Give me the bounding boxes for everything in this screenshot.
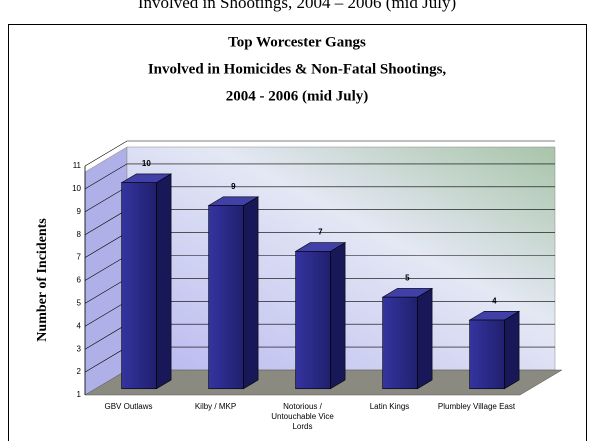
y-axis-label: Number of Incidents	[35, 218, 50, 342]
bar-side	[156, 173, 172, 390]
grid-line	[84, 140, 555, 167]
data-label: 9	[231, 182, 236, 191]
bar-side	[504, 310, 520, 390]
bar	[469, 319, 505, 390]
y-tick-label: 4	[77, 321, 82, 330]
x-tick-label: Plumbley Village East	[437, 402, 516, 411]
data-label: 10	[142, 159, 151, 168]
y-tick-label: 11	[73, 161, 82, 170]
bar	[121, 182, 157, 390]
y-tick-label: 3	[77, 344, 82, 353]
bar-side	[417, 287, 433, 390]
bar	[295, 251, 331, 390]
bar	[382, 296, 418, 390]
chart-title: Top Worcester Gangs	[228, 34, 366, 50]
left-wall	[84, 146, 128, 396]
chart-title: Involved in Homicides & Non-Fatal Shooti…	[148, 61, 447, 77]
x-tick-label: Notorious / Untouchable Vice Lords	[271, 402, 334, 431]
y-tick-label: 2	[77, 367, 82, 376]
data-label: 4	[492, 296, 497, 305]
x-tick-label: Latin Kings	[369, 402, 410, 411]
y-tick-label: 1	[77, 390, 82, 399]
chart-title: 2004 - 2006 (mid July)	[226, 88, 369, 104]
x-tick-label: Kilby / MKP	[194, 402, 237, 411]
bar-side	[243, 196, 259, 390]
grid-line	[84, 163, 555, 190]
data-label: 5	[405, 274, 410, 283]
y-tick-label: 10	[72, 184, 81, 193]
y-tick-label: 5	[77, 299, 82, 308]
x-tick-label: GBV Outlaws	[104, 402, 153, 411]
y-tick-label: 9	[77, 207, 82, 216]
y-tick-label: 8	[77, 230, 82, 239]
bar-side	[330, 242, 346, 390]
bar	[208, 205, 244, 390]
data-label: 7	[318, 228, 323, 237]
header-text: Involved in Shootings, 2004 – 2006 (mid …	[138, 0, 456, 12]
y-tick-label: 6	[77, 276, 82, 285]
y-tick-label: 7	[77, 253, 82, 262]
